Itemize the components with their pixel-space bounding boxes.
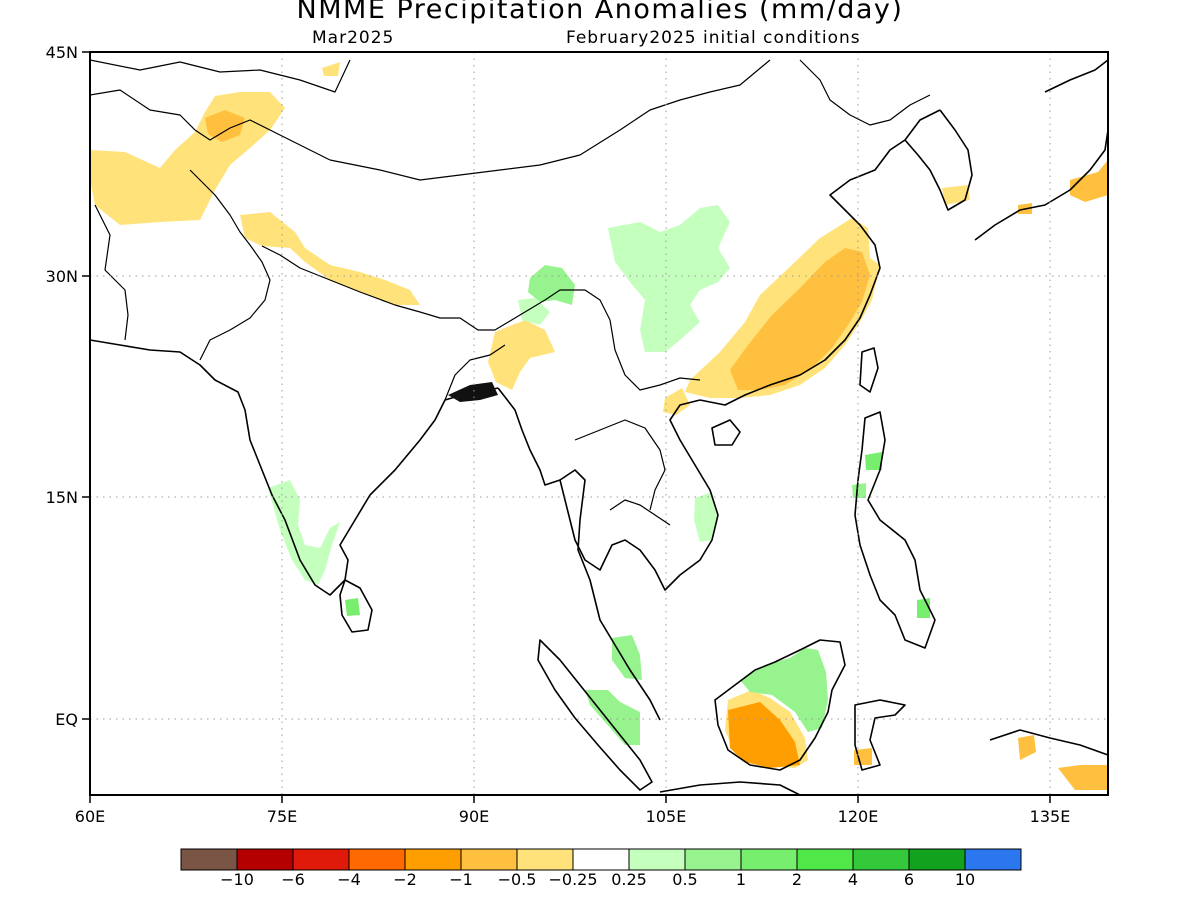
lat-label-45n: 45N [46,43,78,62]
color-scale-label: −0.5 [497,870,537,889]
color-scale-bar [180,848,1022,871]
wet-region-vietnam-south [694,492,718,542]
map-title: NMME Precipitation Anomalies (mm/day) [296,0,904,25]
color-swatch-6 [516,848,574,871]
color-swatch-11 [796,848,854,871]
dry-region-central-asia [90,92,285,225]
coastlines [90,59,1108,795]
lat-label-30n: 30N [46,267,78,286]
lat-label-eq: EQ [55,710,78,729]
color-scale-label: −0.25 [548,870,598,889]
color-scale-label: 10 [954,870,976,889]
wet-spot-mindanao [917,598,930,618]
dry-spot-new-guinea [1058,765,1108,790]
color-swatch-1 [236,848,294,871]
wet-spot-sri-lanka [345,598,360,616]
wet-region-western-ghats [268,480,340,585]
color-scale-label: −1 [449,870,473,889]
graticule [90,52,1108,795]
color-swatch-13 [908,848,966,871]
wet-spot-luzon-west [852,483,866,498]
color-scale-label: 1 [735,870,747,889]
dry-region-assam [488,320,555,390]
lon-label-90e: 90E [459,807,489,826]
color-scale-label: −4 [337,870,361,889]
color-scale-label: 6 [903,870,915,889]
wet-region-borneo-north [740,648,828,732]
color-swatch-3 [348,848,406,871]
lon-label-135e: 135E [1030,807,1071,826]
wet-region-malay-peninsula [612,635,642,680]
color-swatch-5 [460,848,518,871]
lon-tick-labels: 60E 75E 90E 105E 120E 135E [75,807,1071,826]
lat-label-15n: 15N [46,488,78,507]
forecast-month: Mar2025 [312,28,395,48]
color-swatch-4 [404,848,462,871]
color-swatch-9 [684,848,742,871]
color-swatch-10 [740,848,798,871]
dry-region-pamir [205,110,245,142]
color-scale-label: 0.5 [672,870,698,889]
wet-region-yunnan-light [518,298,550,325]
color-scale-label: 4 [847,870,859,889]
wet-region-yunnan [528,265,575,305]
color-swatch-14 [964,848,1022,871]
lon-label-75e: 75E [267,807,297,826]
map-frame [89,51,1109,796]
color-scale-labels: −10 −6 −4 −2 −1 −0.5 −0.25 0.25 0.5 1 2 4 6 10 [0,870,1200,894]
lat-tick-labels: 45N 30N 15N EQ [46,43,78,729]
dry-region-south-china-inner [730,248,870,390]
color-scale-label: −2 [393,870,417,889]
color-scale-label: 2 [791,870,803,889]
color-swatch-2 [292,848,350,871]
ganges-delta [448,382,498,402]
dry-spot-korea [942,185,970,205]
color-swatch-8 [628,848,686,871]
color-swatch-0 [180,848,238,871]
lon-label-60e: 60E [75,807,105,826]
color-scale-label: −6 [281,870,305,889]
dry-spot-japan [1070,160,1108,202]
color-scale-label: −10 [220,870,254,889]
wet-region-tibet-east [608,205,730,352]
anomaly-shading [90,62,1108,790]
lon-label-120e: 120E [838,807,879,826]
borders [90,59,931,526]
lon-label-105e: 105E [646,807,687,826]
initial-conditions-label: February2025 initial conditions [566,28,861,48]
dry-region-borneo-inner [728,702,800,768]
wet-region-sumatra [585,690,640,745]
dry-region-western-himalaya [240,212,420,305]
color-scale-label: 0.25 [611,870,647,889]
wet-region-luzon [865,452,882,470]
color-swatch-7 [572,848,630,871]
dry-spot-tianshan [322,62,340,76]
axis-ticks [82,51,1051,803]
color-swatch-12 [852,848,910,871]
dry-spot-vietnam-north [663,388,690,415]
dry-spot-moluccas [1018,735,1036,760]
